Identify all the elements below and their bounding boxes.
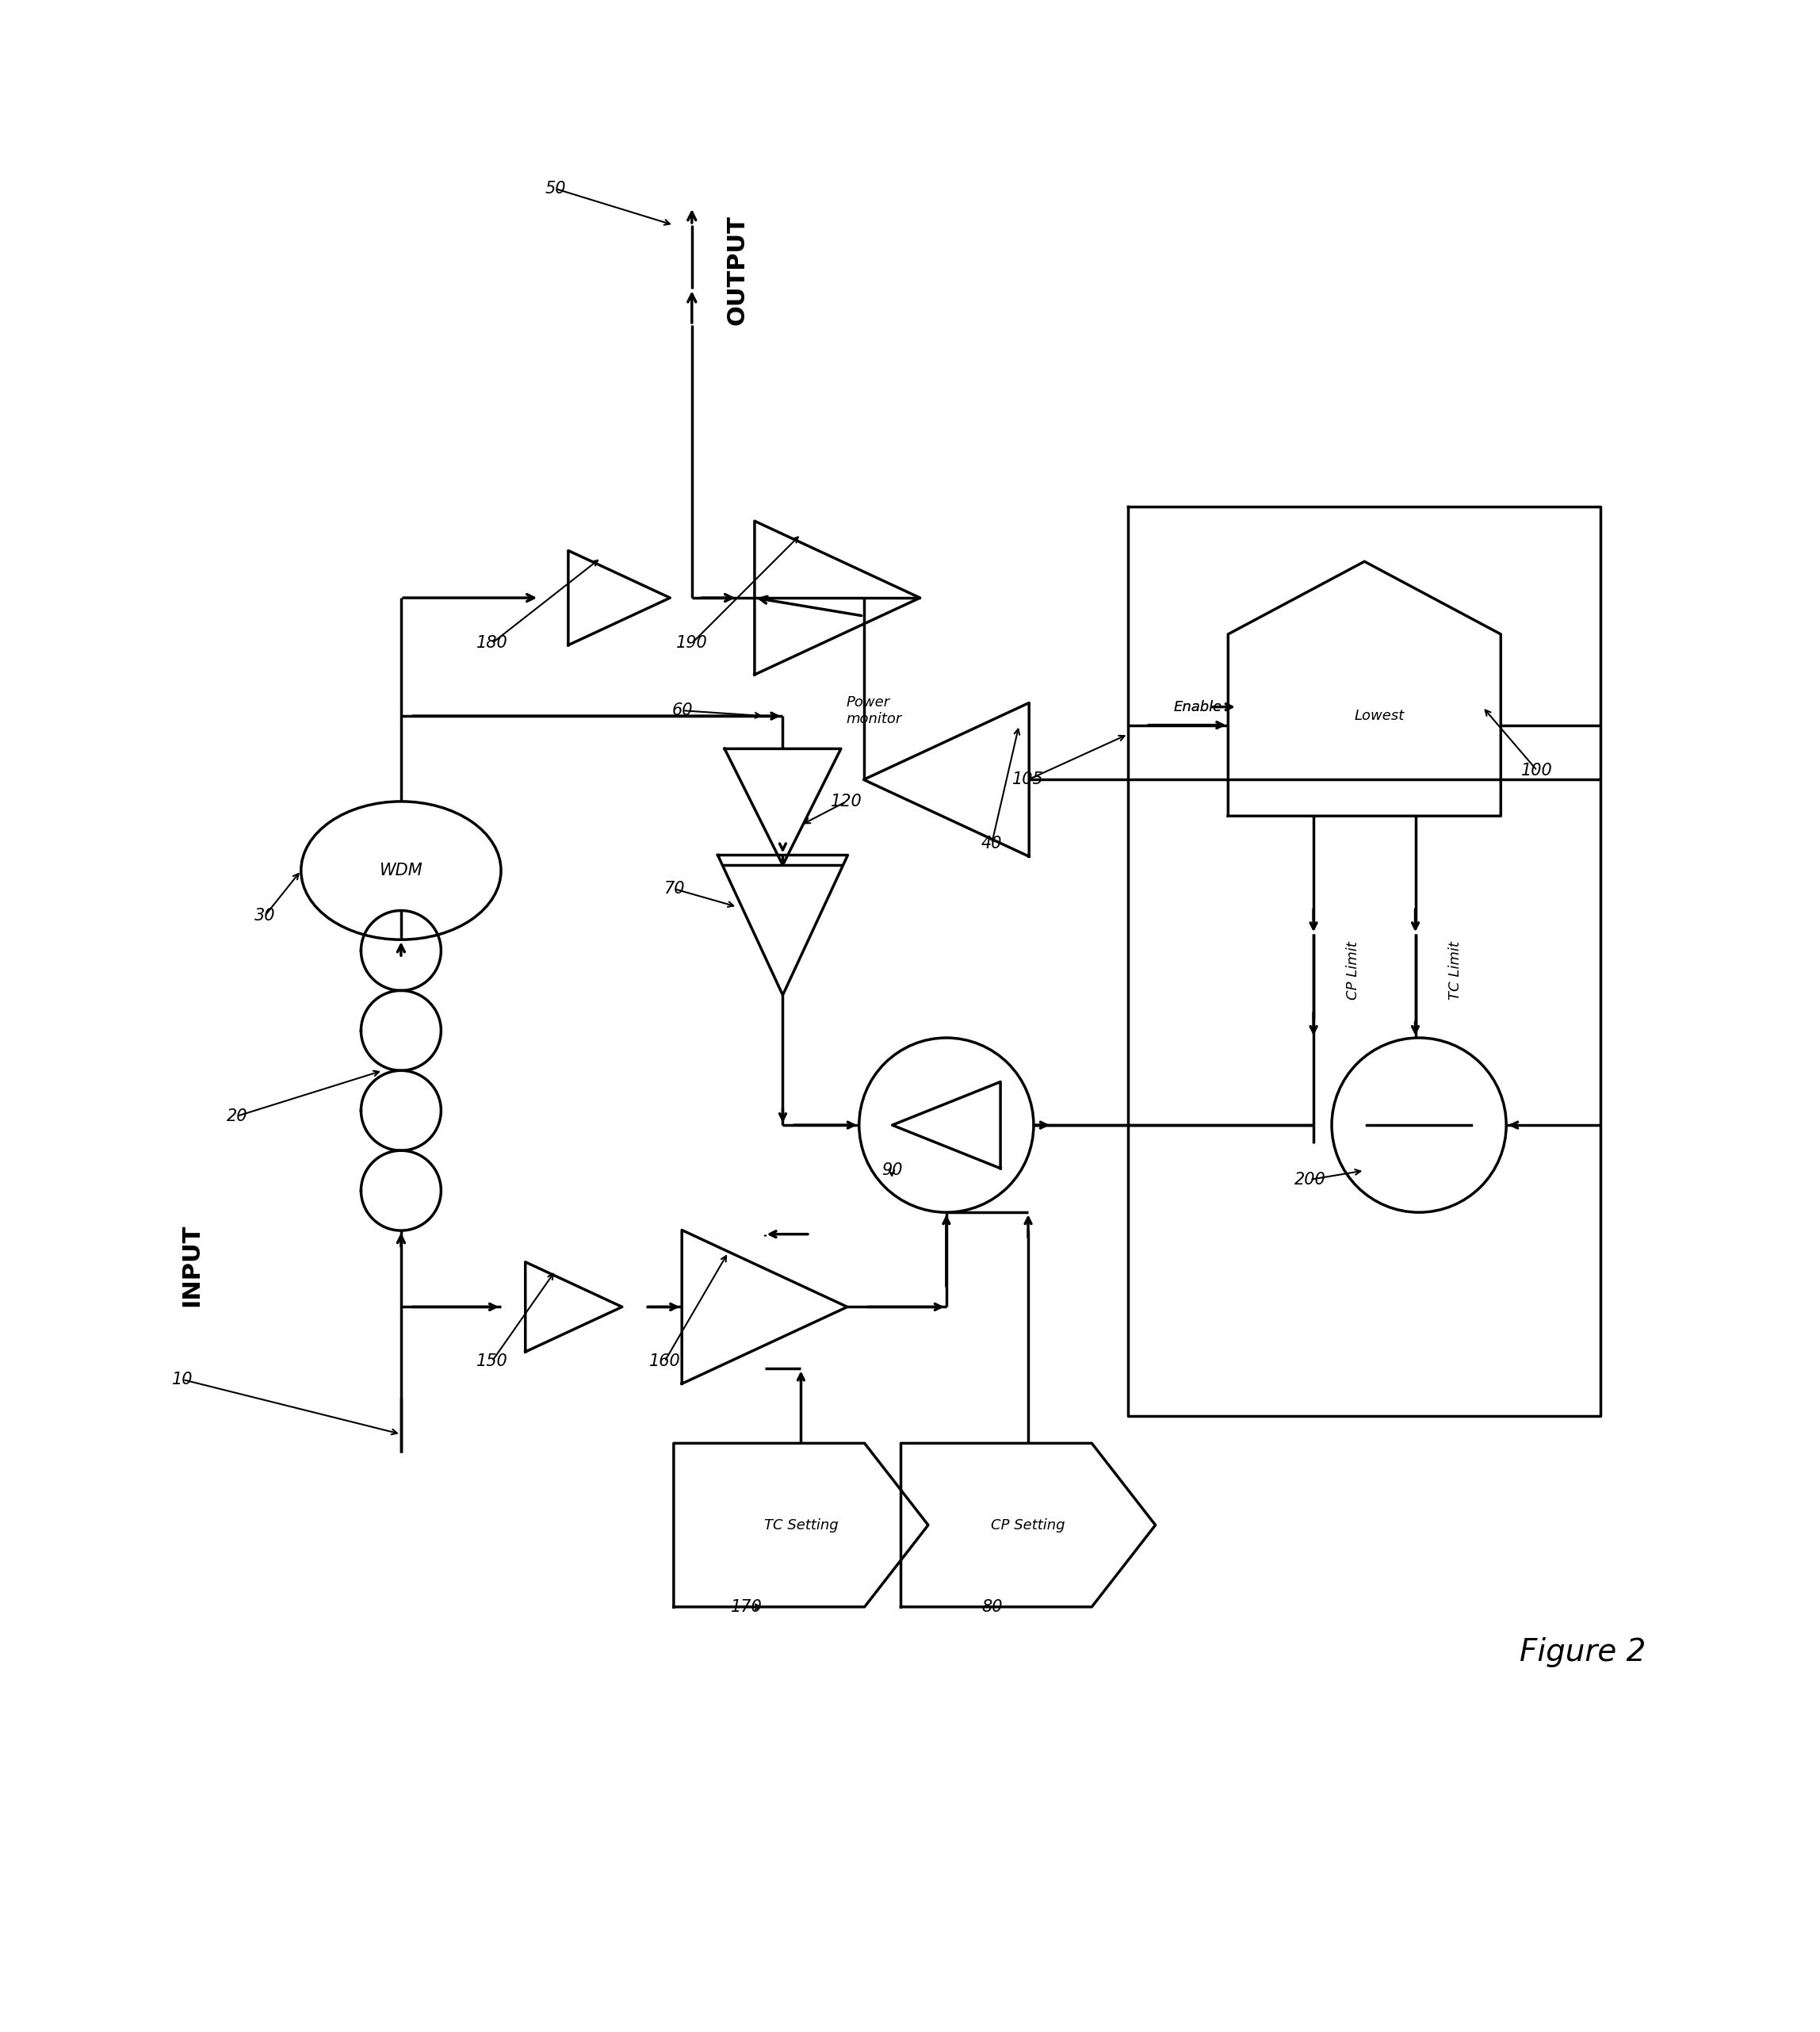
Text: 40: 40 <box>981 835 1003 851</box>
Text: 90: 90 <box>881 1162 903 1179</box>
Text: 200: 200 <box>1294 1172 1325 1187</box>
Text: 80: 80 <box>981 1599 1003 1615</box>
Text: OUTPUT: OUTPUT <box>726 215 748 325</box>
Text: 190: 190 <box>675 636 708 650</box>
Text: 180: 180 <box>477 636 508 650</box>
Text: 100: 100 <box>1522 762 1552 778</box>
Text: 20: 20 <box>228 1107 248 1124</box>
Text: Figure 2: Figure 2 <box>1520 1638 1645 1668</box>
Text: 50: 50 <box>544 181 566 197</box>
Text: TC Limit: TC Limit <box>1449 941 1461 1000</box>
Text: 70: 70 <box>662 880 684 896</box>
Text: Enable: Enable <box>1174 699 1223 713</box>
Text: 105: 105 <box>1012 772 1045 788</box>
Text: INPUT: INPUT <box>180 1223 204 1307</box>
Text: CP Setting: CP Setting <box>992 1518 1065 1532</box>
Text: Power
monitor: Power monitor <box>846 695 903 725</box>
Text: Enable: Enable <box>1174 699 1223 713</box>
Text: 120: 120 <box>830 795 863 809</box>
Text: Lowest: Lowest <box>1354 709 1403 723</box>
Text: WDM: WDM <box>379 864 422 878</box>
Text: TC Setting: TC Setting <box>764 1518 837 1532</box>
Text: 160: 160 <box>650 1353 681 1370</box>
Text: 170: 170 <box>730 1599 763 1615</box>
Text: 150: 150 <box>477 1353 508 1370</box>
Text: 10: 10 <box>173 1372 193 1388</box>
Text: 30: 30 <box>255 908 275 925</box>
Text: 60: 60 <box>672 703 693 719</box>
Text: CP Limit: CP Limit <box>1347 941 1361 1000</box>
